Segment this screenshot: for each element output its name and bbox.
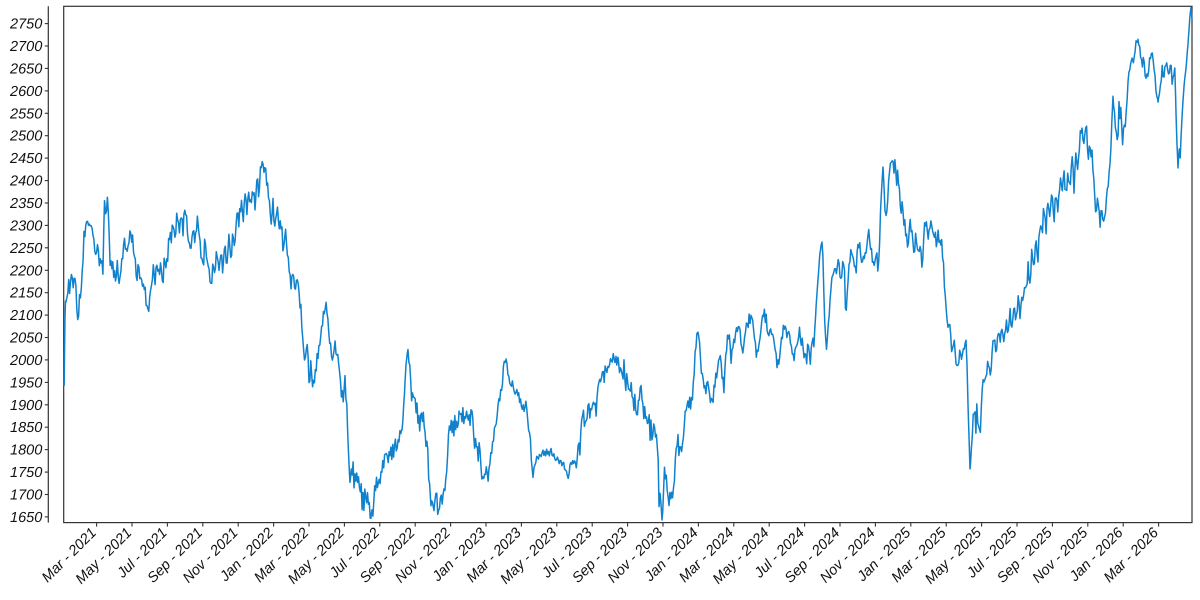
svg-text:1850: 1850 xyxy=(10,420,42,436)
svg-text:1800: 1800 xyxy=(10,443,42,459)
svg-text:2650: 2650 xyxy=(9,61,42,77)
svg-text:1900: 1900 xyxy=(10,398,42,414)
svg-text:2000: 2000 xyxy=(9,353,42,369)
svg-text:2350: 2350 xyxy=(9,196,42,212)
svg-text:2150: 2150 xyxy=(9,286,42,302)
svg-text:1650: 1650 xyxy=(10,510,42,526)
svg-text:2450: 2450 xyxy=(9,151,42,167)
svg-text:1700: 1700 xyxy=(10,488,42,504)
svg-text:2750: 2750 xyxy=(9,17,42,33)
svg-text:2250: 2250 xyxy=(9,241,42,257)
svg-text:1950: 1950 xyxy=(10,375,42,391)
svg-text:2550: 2550 xyxy=(9,106,42,122)
svg-text:1750: 1750 xyxy=(10,465,42,481)
svg-text:2050: 2050 xyxy=(9,331,42,347)
svg-text:2500: 2500 xyxy=(9,129,42,145)
svg-text:2300: 2300 xyxy=(9,218,42,234)
svg-text:2100: 2100 xyxy=(9,308,42,324)
svg-text:2400: 2400 xyxy=(9,174,42,190)
svg-text:2700: 2700 xyxy=(9,39,42,55)
svg-text:2200: 2200 xyxy=(9,263,42,279)
svg-text:2600: 2600 xyxy=(9,84,42,100)
